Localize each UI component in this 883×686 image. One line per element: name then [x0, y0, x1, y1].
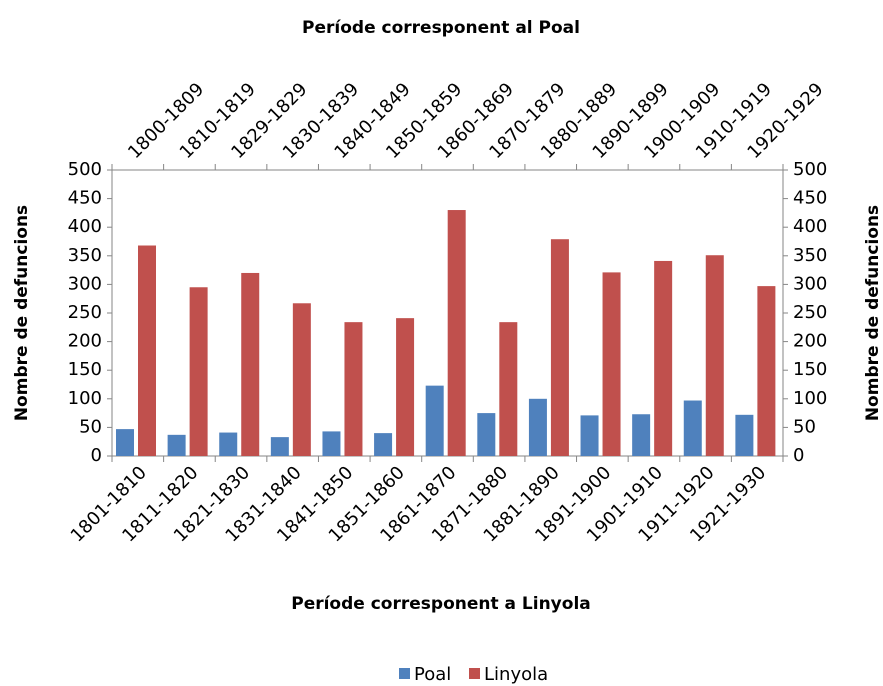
- y2-tick-label: 200: [793, 331, 827, 352]
- y2-tick-label: 300: [793, 273, 827, 294]
- y-tick-label: 500: [68, 159, 102, 180]
- bar: [322, 431, 341, 456]
- legend-label: Linyola: [484, 664, 548, 685]
- bar: [425, 385, 444, 456]
- bar: [735, 414, 754, 456]
- bar: [396, 318, 415, 456]
- bar: [219, 432, 238, 456]
- chart-title: Període corresponent al Poal: [302, 18, 580, 38]
- bar: [550, 239, 569, 456]
- bar: [477, 413, 496, 456]
- y2-tick-label: 500: [793, 159, 827, 180]
- y2-tick-label: 250: [793, 302, 827, 323]
- y2-tick-label: 50: [793, 416, 816, 437]
- y2-tick-label: 450: [793, 188, 827, 209]
- bar: [528, 398, 547, 456]
- legend-swatch: [399, 668, 410, 679]
- bar: [241, 272, 260, 456]
- bar: [757, 286, 776, 456]
- y2-tick-label: 150: [793, 359, 827, 380]
- bar: [580, 415, 599, 456]
- x-axis-title: Període corresponent a Linyola: [291, 594, 591, 614]
- y-tick-label: 150: [68, 359, 102, 380]
- bar: [632, 414, 651, 456]
- bar: [138, 245, 156, 456]
- legend-label: Poal: [414, 664, 451, 685]
- legend-swatch: [469, 668, 480, 679]
- bar: [705, 255, 724, 456]
- y-tick-label: 450: [68, 188, 102, 209]
- y2-tick-label: 400: [793, 216, 827, 237]
- bar: [374, 433, 393, 456]
- y-axis-title: Nombre de defuncions: [12, 205, 32, 421]
- y2-axis-title: Nombre de defuncions: [863, 205, 883, 421]
- bar: [292, 303, 311, 456]
- y-tick-label: 100: [68, 388, 102, 409]
- y-tick-label: 400: [68, 216, 102, 237]
- bar: [270, 437, 289, 456]
- bar: [167, 434, 186, 456]
- bar: [344, 322, 363, 456]
- y-tick-label: 50: [79, 416, 102, 437]
- bar: [189, 287, 208, 456]
- y-tick-label: 300: [68, 273, 102, 294]
- bar: [654, 260, 673, 456]
- y2-tick-label: 350: [793, 245, 827, 266]
- y-tick-label: 350: [68, 245, 102, 266]
- y2-tick-label: 0: [793, 445, 804, 466]
- bar: [116, 429, 134, 456]
- y-tick-label: 0: [91, 445, 102, 466]
- bar: [447, 210, 466, 456]
- y-tick-label: 250: [68, 302, 102, 323]
- bar: [499, 322, 518, 456]
- bar: [683, 400, 702, 456]
- bar: [602, 272, 621, 456]
- y-tick-label: 200: [68, 331, 102, 352]
- y2-tick-label: 100: [793, 388, 827, 409]
